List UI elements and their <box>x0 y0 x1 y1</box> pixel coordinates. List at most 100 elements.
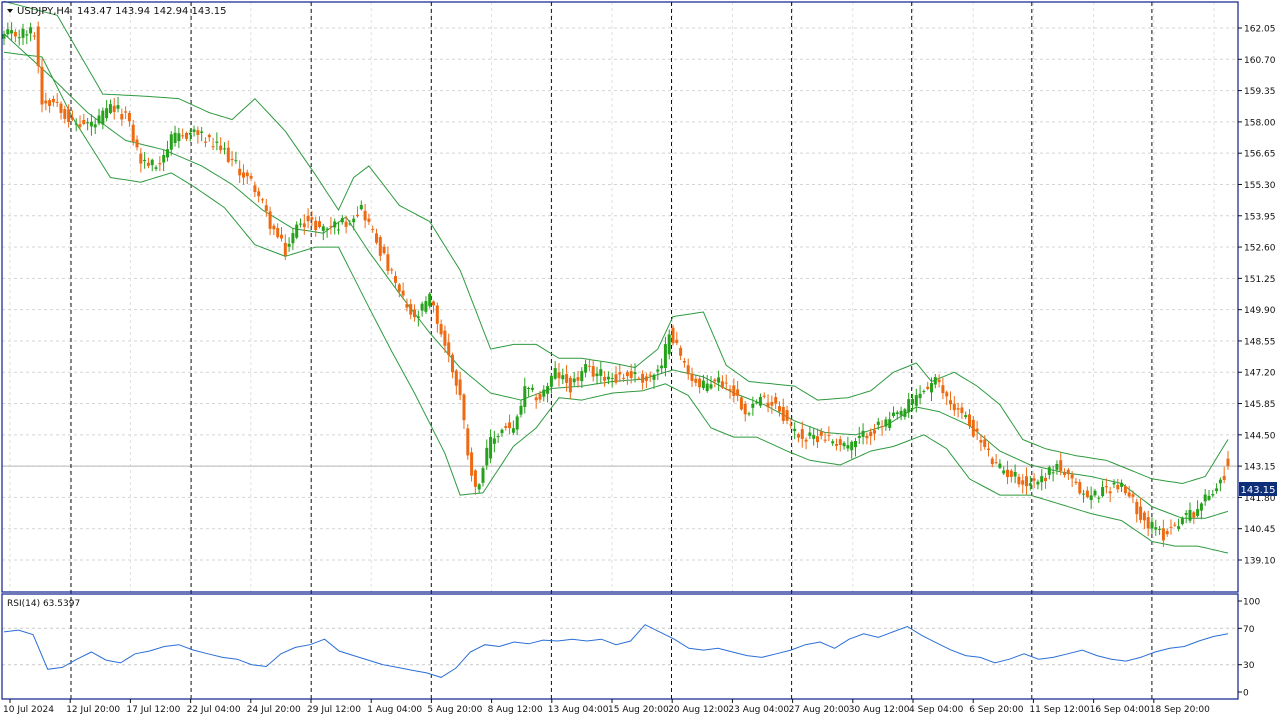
rsi-tick-label: 100 <box>1243 598 1260 608</box>
time-tick-label: 24 Jul 20:00 <box>247 705 301 715</box>
candle <box>888 411 892 431</box>
candle <box>97 108 101 126</box>
candle <box>211 137 215 151</box>
candle <box>717 370 721 392</box>
candle <box>363 203 367 229</box>
price-tick-label: 143.15 <box>1244 463 1276 473</box>
chart-header: USDJPY,H4 143.47 143.94 142.94 143.15 <box>7 6 227 17</box>
candle <box>177 127 181 149</box>
main-grid <box>2 2 1238 592</box>
candle <box>918 385 922 405</box>
candle <box>48 98 52 113</box>
candle <box>633 363 637 383</box>
price-tick-label: 151.25 <box>1244 275 1276 285</box>
candle <box>561 368 565 385</box>
candle <box>264 199 268 217</box>
candle <box>299 218 302 228</box>
candle <box>283 234 287 261</box>
candle <box>652 373 656 389</box>
candle <box>606 371 610 385</box>
candle <box>523 377 527 414</box>
candle <box>1203 489 1207 506</box>
candle <box>378 235 382 262</box>
candle <box>1135 498 1139 523</box>
candle <box>78 115 82 130</box>
candle <box>154 165 158 172</box>
candle <box>762 392 766 399</box>
candle <box>515 414 519 436</box>
candle <box>485 439 489 470</box>
candle <box>587 358 591 372</box>
candle <box>1074 477 1078 485</box>
candle <box>755 399 759 405</box>
candle <box>739 395 743 411</box>
candle <box>758 393 762 408</box>
candle <box>67 104 71 128</box>
candle <box>477 483 481 494</box>
candle <box>1047 465 1051 480</box>
candle <box>1032 473 1036 489</box>
candle <box>139 148 143 173</box>
candle <box>200 127 204 142</box>
candle <box>930 377 933 401</box>
candle <box>29 22 33 42</box>
candle <box>831 439 835 446</box>
candle <box>998 459 1002 470</box>
candle <box>325 226 329 238</box>
candle <box>51 95 55 107</box>
candle <box>1196 500 1200 518</box>
candle <box>576 370 580 388</box>
candle <box>131 119 135 146</box>
candle <box>435 302 439 333</box>
rsi-label: RSI(14) 63.5397 <box>7 599 80 609</box>
candle <box>1108 486 1112 503</box>
candle <box>922 389 926 395</box>
candle <box>329 216 333 235</box>
candle <box>375 228 378 245</box>
candle <box>287 237 291 252</box>
time-tick-label: 13 Aug 04:00 <box>548 705 609 715</box>
candle <box>1059 452 1063 476</box>
candle <box>108 99 112 115</box>
candle <box>1222 466 1226 484</box>
candle <box>481 465 485 487</box>
candle <box>443 325 447 353</box>
candle <box>120 108 124 126</box>
candle <box>386 246 390 275</box>
candle <box>321 223 325 241</box>
candle <box>565 365 569 392</box>
candle <box>949 391 952 411</box>
candle <box>162 150 166 172</box>
candle <box>1177 518 1181 532</box>
candle <box>1036 479 1040 490</box>
candle <box>519 399 523 418</box>
candle <box>1123 484 1127 496</box>
candle <box>302 214 306 235</box>
candle <box>1169 519 1173 535</box>
candle <box>234 151 238 164</box>
candle <box>1131 490 1135 504</box>
candle <box>641 370 645 390</box>
price-tick-label: 148.55 <box>1244 337 1276 347</box>
dropdown-triangle-icon[interactable] <box>7 9 13 13</box>
time-tick-label: 27 Aug 20:00 <box>789 705 850 715</box>
candle <box>873 423 876 441</box>
candle <box>310 210 314 227</box>
candle <box>603 371 607 387</box>
candle <box>1158 526 1162 535</box>
candle <box>622 373 626 383</box>
candle <box>682 357 686 368</box>
rsi-grid <box>2 627 1238 666</box>
candle <box>409 299 413 320</box>
price-tick-label: 158.00 <box>1244 118 1276 128</box>
candle <box>416 310 420 327</box>
candle <box>101 107 105 130</box>
candle <box>13 29 17 43</box>
candle <box>348 220 352 226</box>
candle <box>971 416 975 438</box>
candle <box>728 385 732 399</box>
rsi-tick-label: 30 <box>1243 661 1255 671</box>
candle <box>804 437 808 450</box>
rsi-tick-label: 0 <box>1243 689 1249 699</box>
